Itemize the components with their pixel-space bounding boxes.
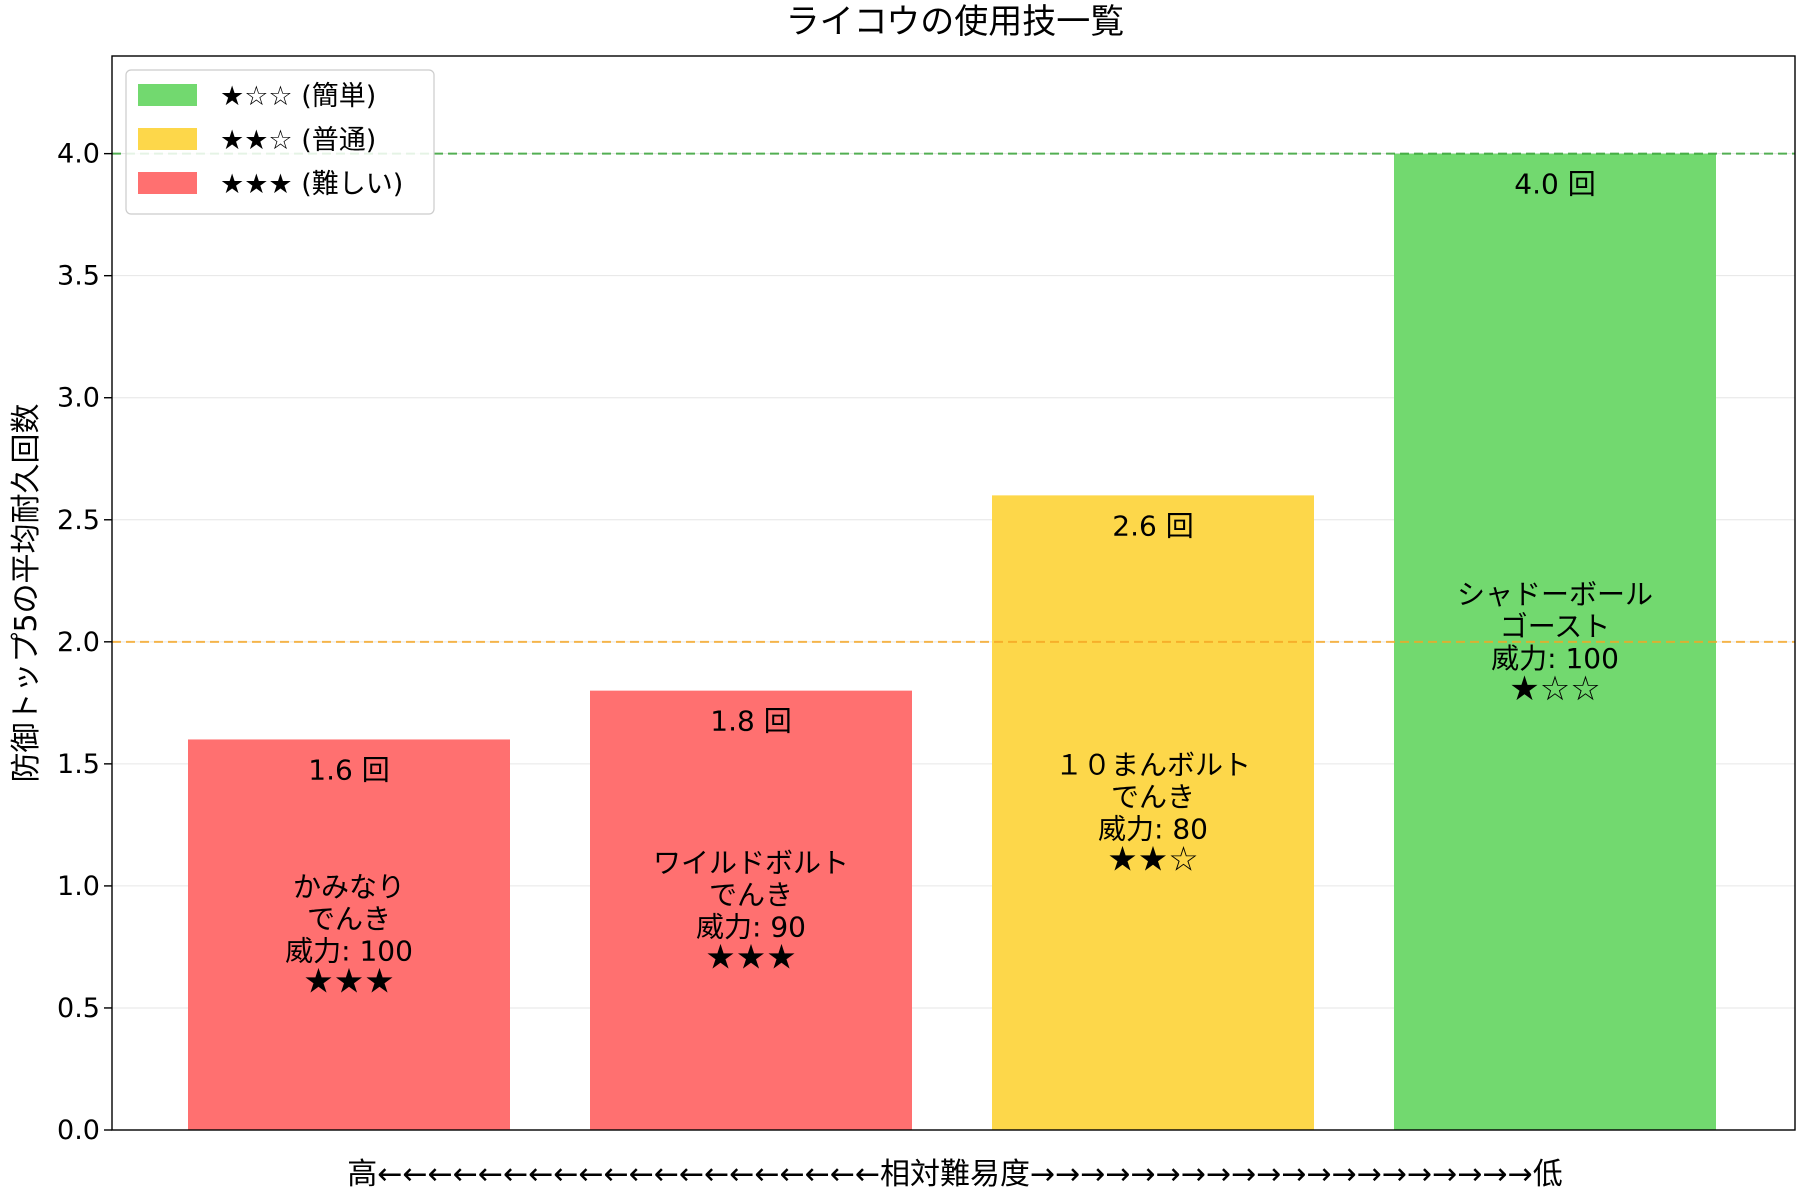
bar	[992, 495, 1314, 1130]
legend: ★☆☆ (簡単) ★★☆ (普通) ★★★ (難しい)	[125, 69, 435, 215]
bar-value-label: 1.6 回	[308, 753, 389, 786]
bar-difficulty-stars: ★★☆	[1107, 840, 1198, 880]
chart-title: ライコウの使用技一覧	[786, 2, 1125, 42]
y-tick-label: 2.5	[57, 505, 100, 536]
legend-label: ★★★ (難しい)	[220, 169, 403, 200]
bar-move-power: 威力: 100	[285, 935, 413, 968]
y-axis-label: 防御トップ5の平均耐久回数	[9, 403, 44, 782]
legend-swatch	[138, 84, 197, 106]
y-tick-label: 1.5	[57, 749, 100, 780]
y-tick-label: 0.0	[57, 1115, 100, 1146]
y-tick-label: 1.0	[57, 871, 100, 902]
bar-move-type: でんき	[709, 878, 793, 911]
y-axis-ticks: 0.0 0.5 1.0 1.5 2.0 2.5 3.0 3.5 4.0	[57, 139, 112, 1146]
bar-move-name: １０まんボルト	[1055, 749, 1251, 782]
bar-difficulty-stars: ★★★	[303, 962, 394, 1002]
bar-move-type: ゴースト	[1500, 610, 1611, 643]
bar-move-power: 威力: 100	[1491, 642, 1619, 675]
legend-label: ★☆☆ (簡単)	[220, 81, 376, 112]
bar-move-type: でんき	[307, 903, 391, 936]
bar-value-label: 2.6 回	[1112, 509, 1193, 542]
y-tick-label: 3.0	[57, 383, 100, 414]
bar-difficulty-stars: ★☆☆	[1509, 669, 1600, 709]
legend-frame	[125, 69, 435, 215]
legend-swatch	[138, 172, 197, 194]
bar-move-power: 威力: 90	[696, 910, 806, 943]
legend-swatch	[138, 128, 197, 150]
y-tick-label: 3.5	[57, 261, 100, 292]
y-tick-label: 2.0	[57, 627, 100, 658]
x-axis-label: 高←←←←←←←←←←←←←←←←←←←←相対難易度→→→→→→→→→→→→→→…	[347, 1157, 1562, 1192]
y-tick-label: 0.5	[57, 993, 100, 1024]
bar-value-label: 4.0 回	[1514, 168, 1595, 201]
bar	[188, 739, 510, 1130]
legend-label: ★★☆ (普通)	[220, 125, 376, 156]
bar-move-type: でんき	[1111, 781, 1195, 814]
bar-move-name: かみなり	[293, 871, 405, 904]
bar-difficulty-stars: ★★★	[705, 937, 796, 977]
bar-value-label: 1.8 回	[710, 705, 791, 738]
bar-move-name: ワイルドボルト	[653, 846, 849, 879]
plot-frame	[111, 55, 1796, 1131]
bar-move-name: シャドーボール	[1457, 578, 1653, 611]
y-tick-label: 4.0	[57, 139, 100, 170]
bar-move-power: 威力: 80	[1098, 813, 1208, 846]
bar	[590, 690, 912, 1130]
